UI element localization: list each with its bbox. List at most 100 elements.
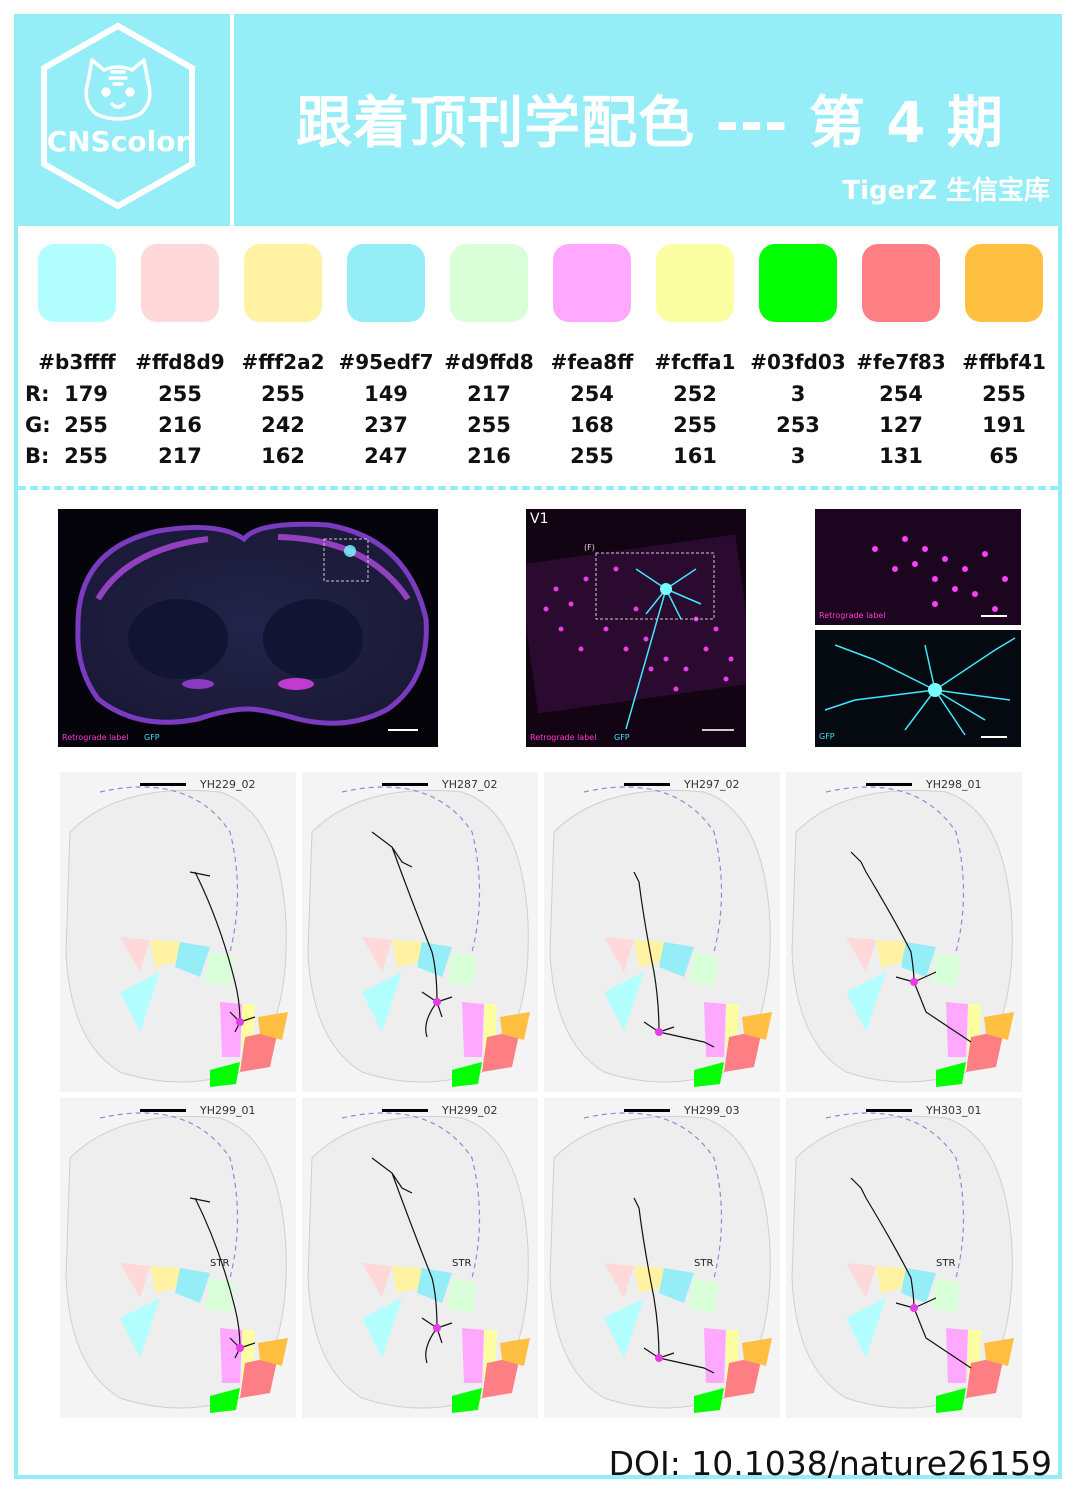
hex-label: #03fd03 <box>750 350 846 374</box>
r-value: 254 <box>570 382 614 406</box>
neuron-reconstruction-panel: YH299_02 STR <box>302 1098 538 1418</box>
gfp-label: GFP <box>614 733 630 742</box>
hex-label: #ffbf41 <box>962 350 1046 374</box>
r-value: 179 <box>64 382 108 406</box>
panel-id-label: YH298_01 <box>926 778 982 791</box>
panel-id-label: YH299_02 <box>442 1104 498 1117</box>
cnscolor-logo <box>41 22 195 210</box>
r-value: 255 <box>261 382 305 406</box>
scale-bar <box>624 783 670 786</box>
swatch-2 <box>141 244 219 322</box>
page-title: 跟着顶刊学配色 --- 第 4 期 <box>296 91 1004 156</box>
inset-gfp-image: GFP <box>815 630 1021 747</box>
doi-text: DOI: 10.1038/nature26159 <box>608 1444 1052 1483</box>
b-value: 216 <box>467 444 511 468</box>
panel-id-label: YH299_03 <box>684 1104 740 1117</box>
b-value: 161 <box>673 444 717 468</box>
swatch-5 <box>450 244 528 322</box>
swatch-8 <box>759 244 837 322</box>
swatch-6 <box>553 244 631 322</box>
tiger-icon <box>84 58 152 121</box>
b-value: 65 <box>989 444 1019 468</box>
b-value: 255 <box>570 444 614 468</box>
scale-bar <box>382 1109 428 1112</box>
r-value: 217 <box>467 382 511 406</box>
scale-bar <box>140 1109 186 1112</box>
r-value: 149 <box>364 382 408 406</box>
page-subtitle: TigerZ 生信宝库 <box>842 176 1050 206</box>
g-value: 127 <box>879 413 923 437</box>
b-value: 247 <box>364 444 408 468</box>
hex-label: #d9ffd8 <box>444 350 534 374</box>
r-value: 255 <box>982 382 1026 406</box>
b-value: 131 <box>879 444 923 468</box>
str-label: STR <box>694 1258 714 1269</box>
neuron-reconstruction-panel: YH229_02 <box>60 772 296 1092</box>
neuron-reconstruction-panel: YH299_03 STR <box>544 1098 780 1418</box>
b-row-label: B: <box>25 444 50 468</box>
scale-bar <box>140 783 186 786</box>
swatch-9 <box>862 244 940 322</box>
scale-bar <box>624 1109 670 1112</box>
hex-label: #fe7f83 <box>856 350 946 374</box>
panel-id-label: YH229_02 <box>200 778 256 791</box>
b-value: 217 <box>158 444 202 468</box>
hex-label: #ffd8d9 <box>135 350 225 374</box>
b-value: 255 <box>64 444 108 468</box>
g-value: 237 <box>364 413 408 437</box>
neuron-reconstruction-panel: YH297_02 <box>544 772 780 1092</box>
gfp-label: GFP <box>144 733 160 742</box>
page-frame <box>14 14 1062 1479</box>
neuron-reconstruction-panel: YH303_01 STR <box>786 1098 1022 1418</box>
dashed-divider <box>18 486 1058 490</box>
g-value: 168 <box>570 413 614 437</box>
g-value: 242 <box>261 413 305 437</box>
panel-id-label: YH303_01 <box>926 1104 982 1117</box>
r-row-label: R: <box>25 382 50 406</box>
scale-bar <box>866 783 912 786</box>
b-value: 3 <box>790 444 806 468</box>
panel-id-label: YH287_02 <box>442 778 498 791</box>
r-value: 252 <box>673 382 717 406</box>
hex-label: #b3ffff <box>38 350 116 374</box>
g-value: 255 <box>64 413 108 437</box>
swatch-10 <box>965 244 1043 322</box>
header-divider <box>230 14 234 226</box>
header-band <box>14 14 1062 226</box>
g-value: 253 <box>776 413 820 437</box>
b-value: 162 <box>261 444 305 468</box>
scale-bar <box>382 783 428 786</box>
g-row-label: G: <box>25 413 51 437</box>
str-label: STR <box>210 1258 230 1269</box>
swatch-4 <box>347 244 425 322</box>
g-value: 255 <box>467 413 511 437</box>
neuron-reconstruction-panel: YH299_01 STR <box>60 1098 296 1418</box>
brain-section-image: Retrograde label GFP <box>58 509 438 747</box>
panel-id-label: YH297_02 <box>684 778 740 791</box>
r-value: 254 <box>879 382 923 406</box>
gfp-label: GFP <box>819 732 835 741</box>
scale-bar <box>866 1109 912 1112</box>
swatch-1 <box>38 244 116 322</box>
g-value: 255 <box>673 413 717 437</box>
retrograde-label: Retrograde label <box>530 733 597 742</box>
r-value: 255 <box>158 382 202 406</box>
g-value: 216 <box>158 413 202 437</box>
hex-label: #fea8ff <box>550 350 634 374</box>
v1-label: V1 <box>530 511 549 527</box>
str-label: STR <box>452 1258 472 1269</box>
neuron-reconstruction-panel: YH298_01 <box>786 772 1022 1092</box>
retrograde-label: Retrograde label <box>62 733 129 742</box>
logo-text: CNScolor <box>46 125 190 158</box>
hex-label: #95edf7 <box>338 350 434 374</box>
v1-image: V1 (F) Retrograde label GFP <box>526 509 746 747</box>
g-value: 191 <box>982 413 1026 437</box>
hex-label: #fcffa1 <box>654 350 736 374</box>
retrograde-label: Retrograde label <box>819 611 886 620</box>
neuron-reconstruction-panel: YH287_02 <box>302 772 538 1092</box>
hex-label: #fff2a2 <box>241 350 325 374</box>
inset-retrograde-image: Retrograde label <box>815 509 1021 625</box>
f-label: (F) <box>584 543 595 552</box>
r-value: 3 <box>790 382 806 406</box>
swatch-7 <box>656 244 734 322</box>
